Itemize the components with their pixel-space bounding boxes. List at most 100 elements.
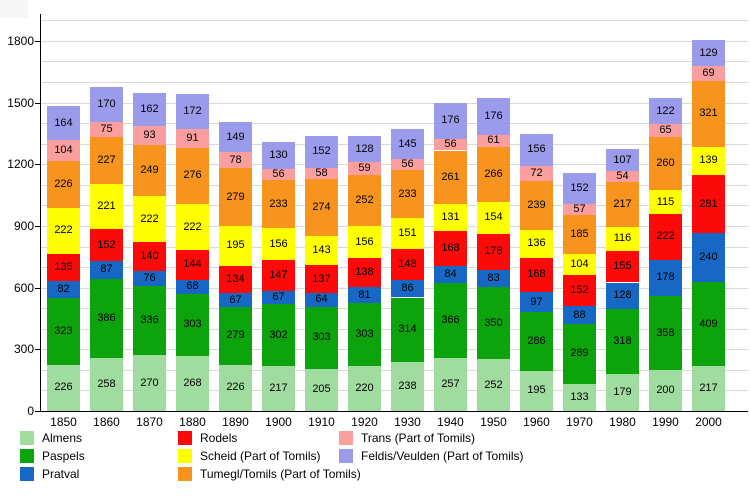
segment-1850-scheid — [47, 207, 80, 254]
segment-value: 81 — [358, 288, 371, 301]
segment-value: 156 — [269, 237, 288, 250]
bar-1960: 195 286 97 168 136 239 72 156 — [520, 0, 553, 411]
segment-1950-feldis/veulden — [477, 98, 510, 135]
segment-1920-trans — [348, 162, 381, 175]
segment-value: 75 — [100, 123, 113, 136]
segment-value: 170 — [97, 97, 116, 110]
bar-1930: 238 314 86 148 151 233 56 145 — [391, 0, 424, 411]
segment-1890-feldis/veulden — [219, 121, 252, 153]
legend-item-trans: Trans (Part of Tomils) — [339, 431, 639, 445]
segment-1950-pratval — [477, 270, 510, 288]
segment-value: 239 — [527, 198, 546, 211]
segment-1970-rodels — [563, 274, 596, 307]
segment-1920-feldis/veulden — [348, 136, 381, 163]
segment-1850-almens — [47, 364, 80, 411]
legend-item-feldis-veulden: Feldis/Veulden (Part of Tomils) — [339, 449, 639, 463]
x-axis-label-1970: 1970 — [566, 415, 593, 429]
segment-value: 260 — [656, 157, 675, 170]
segment-value: 83 — [487, 272, 500, 285]
segment-value: 107 — [613, 153, 632, 166]
segment-1940-feldis/veulden — [434, 102, 467, 139]
y-axis-label-1800: 1800 — [7, 34, 34, 48]
segment-value: 178 — [656, 271, 675, 284]
segment-value: 226 — [54, 381, 73, 394]
segment-1900-rodels — [262, 260, 295, 291]
legend-swatch — [178, 431, 192, 445]
segment-value: 97 — [530, 295, 543, 308]
gridline-1400 — [40, 123, 748, 124]
segment-value: 78 — [229, 153, 242, 166]
gridline-1500 — [40, 103, 748, 104]
segment-value: 140 — [140, 249, 159, 262]
segment-1890-paspels — [219, 307, 252, 365]
segment-1990-paspels — [649, 296, 682, 370]
segment-value: 185 — [570, 227, 589, 240]
segment-value: 222 — [54, 224, 73, 237]
segment-1890-trans — [219, 152, 252, 169]
segment-1930-rodels — [391, 249, 424, 280]
segment-1970-pratval — [563, 306, 596, 325]
segment-1950-rodels — [477, 233, 510, 271]
segment-value: 69 — [702, 67, 715, 79]
legend-label: Almens — [42, 431, 83, 445]
segment-value: 286 — [527, 335, 546, 347]
segment-value: 116 — [613, 232, 632, 245]
segment-1890-almens — [219, 364, 252, 411]
bar-2000: 217 409 240 281 139 321 69 129 — [692, 0, 725, 411]
segment-1940-paspels — [434, 282, 467, 359]
bar-1870: 270 336 76 140 222 249 93 162 — [133, 0, 166, 411]
segment-1860-feldis/veulden — [90, 86, 123, 122]
segment-1850-paspels — [47, 298, 80, 365]
segment-value: 274 — [312, 201, 331, 214]
y-axis-tick-1200 — [35, 164, 40, 165]
legend-label: Pratval — [42, 467, 80, 481]
segment-value: 84 — [444, 267, 457, 280]
segment-1870-almens — [133, 355, 166, 411]
segment-value: 86 — [401, 282, 414, 295]
bar-1910: 205 303 64 137 143 274 58 152 — [305, 0, 338, 411]
segment-1850-pratval — [47, 281, 80, 299]
y-axis-tick-1800 — [35, 41, 40, 42]
segment-value: 72 — [530, 166, 543, 179]
segment-1950-scheid — [477, 201, 510, 234]
segment-value: 135 — [54, 260, 73, 273]
segment-value: 138 — [355, 266, 374, 279]
segment-value: 205 — [312, 383, 331, 396]
segment-1960-paspels — [520, 312, 553, 371]
legend-swatch — [339, 449, 353, 463]
legend-item-pratval: Pratval — [20, 467, 320, 481]
segment-value: 65 — [659, 123, 672, 136]
segment-value: 240 — [699, 251, 718, 264]
y-axis-label-600: 600 — [13, 281, 34, 295]
segment-1960-pratval — [520, 292, 553, 313]
segment-value: 238 — [398, 380, 417, 393]
segment-1980-tumegl/tomils — [606, 182, 639, 227]
segment-value: 303 — [183, 318, 202, 331]
segment-1880-feldis/veulden — [176, 93, 209, 129]
bar-1860: 258 386 87 152 221 227 75 170 — [90, 0, 123, 411]
gridline-1800 — [40, 41, 748, 42]
segment-1980-trans — [606, 171, 639, 183]
x-axis-label-1850: 1850 — [50, 415, 77, 429]
segment-1860-tumegl/tomils — [90, 137, 123, 184]
x-axis-label-1880: 1880 — [179, 415, 206, 429]
legend-swatch — [339, 431, 353, 445]
segment-value: 200 — [656, 383, 675, 396]
segment-value: 323 — [54, 324, 73, 337]
segment-value: 252 — [355, 193, 374, 206]
segment-value: 149 — [226, 130, 245, 143]
x-axis-label-1940: 1940 — [437, 415, 464, 429]
segment-1950-almens — [477, 359, 510, 411]
segment-value: 128 — [355, 142, 374, 155]
segment-1860-trans — [90, 121, 123, 138]
bar-1880: 268 303 68 144 222 276 91 172 — [176, 0, 209, 411]
segment-value: 261 — [441, 170, 460, 183]
segment-value: 176 — [441, 114, 460, 127]
segment-1880-tumegl/tomils — [176, 147, 209, 205]
segment-value: 222 — [183, 220, 202, 233]
x-axis-label-1920: 1920 — [351, 415, 378, 429]
segment-2000-pratval — [692, 232, 725, 283]
segment-1870-rodels — [133, 241, 166, 271]
segment-value: 350 — [484, 316, 503, 329]
